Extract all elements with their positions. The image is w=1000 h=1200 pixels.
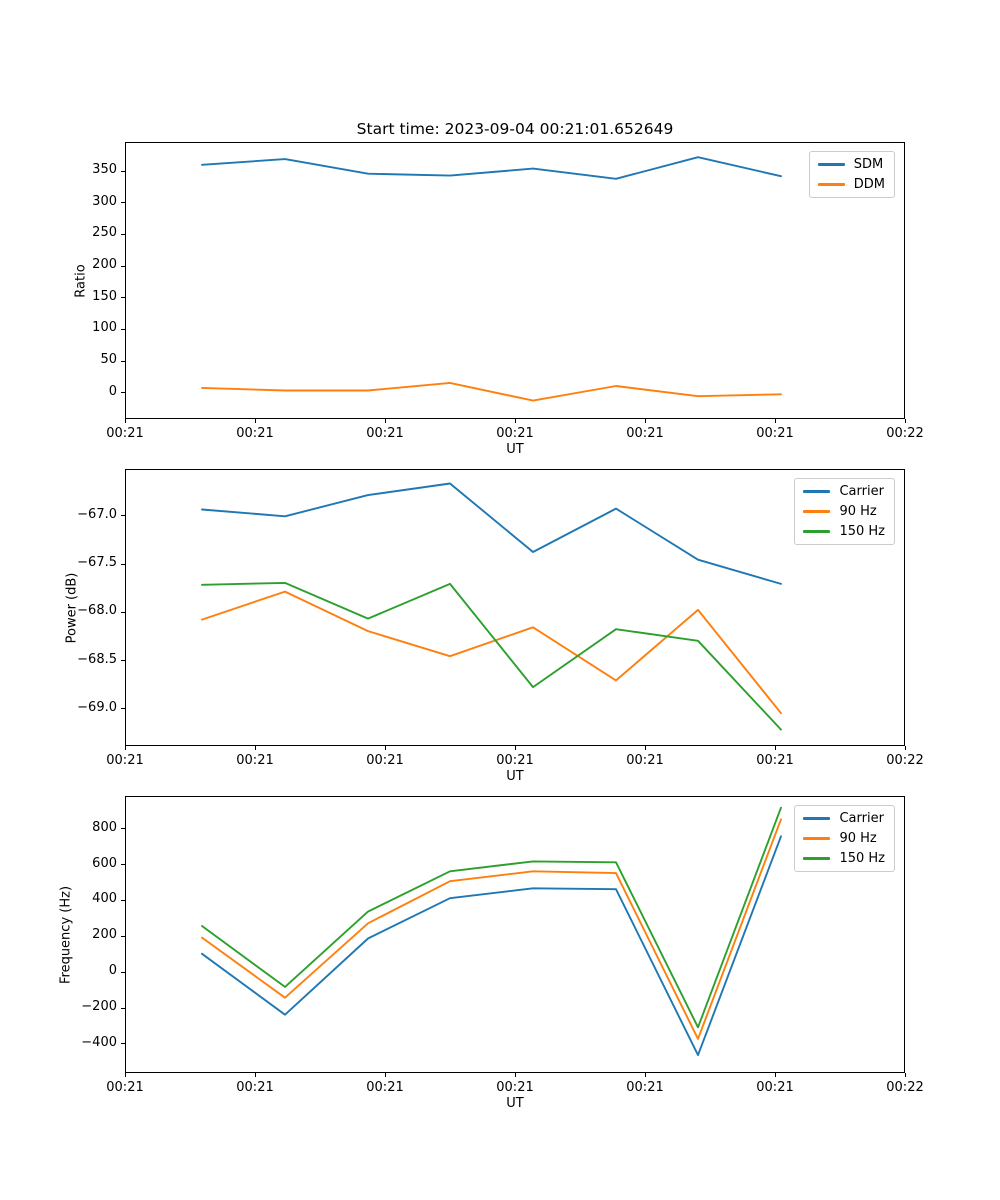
y-tick-label: 0 — [108, 963, 117, 979]
axes-power — [121, 469, 906, 750]
y-tick-label: 800 — [92, 819, 117, 835]
series-line-90-hz — [201, 590, 782, 715]
y-axis-label: Ratio — [73, 263, 89, 298]
y-tick-label: 200 — [92, 927, 117, 943]
x-axis-label: UT — [506, 1096, 524, 1111]
y-tick-label: −69.0 — [77, 699, 117, 715]
legend-label: 150 Hz — [839, 524, 885, 539]
legend-entry: Carrier — [803, 811, 885, 826]
legend-entry: DDM — [817, 177, 885, 192]
y-tick-label: −68.0 — [77, 603, 117, 619]
x-tick-label: 00:21 — [756, 753, 794, 768]
x-tick-label: 00:21 — [496, 426, 534, 441]
series-line-150-hz — [201, 806, 782, 1029]
y-tick-label: −200 — [81, 999, 117, 1015]
150-hz-line-swatch — [803, 857, 831, 860]
y-tick-label: 350 — [92, 162, 117, 178]
axes-frame — [125, 796, 905, 1073]
x-tick-label: 00:21 — [366, 753, 404, 768]
series-line-90-hz — [201, 818, 782, 1040]
legend-entry: SDM — [817, 157, 885, 172]
legend: Carrier 90 Hz 150 Hz — [794, 478, 895, 545]
legend-entry: 90 Hz — [803, 831, 885, 846]
y-tick-label: 400 — [92, 891, 117, 907]
legend-label: SDM — [853, 157, 884, 172]
axes-frequency — [121, 796, 906, 1077]
x-tick-label: 00:21 — [236, 426, 274, 441]
y-tick-label: 50 — [100, 352, 117, 368]
x-axis-label: UT — [506, 442, 524, 457]
series-line-150-hz — [201, 581, 782, 731]
x-tick-label: 00:22 — [886, 753, 924, 768]
legend-entry: 150 Hz — [803, 524, 885, 539]
y-axis-label: Frequency (Hz) — [58, 885, 74, 984]
axes-frame — [125, 469, 905, 746]
y-tick-label: 200 — [92, 257, 117, 273]
x-tick-label: 00:21 — [496, 753, 534, 768]
x-tick-label: 00:21 — [626, 426, 664, 441]
axes-ratio — [121, 142, 906, 423]
legend-label: 90 Hz — [839, 504, 877, 519]
x-tick-label: 00:22 — [886, 426, 924, 441]
x-tick-label: 00:22 — [886, 1080, 924, 1095]
x-axis-label: UT — [506, 769, 524, 784]
legend-label: 90 Hz — [839, 831, 877, 846]
y-tick-label: −67.0 — [77, 506, 117, 522]
figure-title: Start time: 2023-09-04 00:21:01.652649 — [356, 120, 674, 138]
y-tick-label: 150 — [92, 288, 117, 304]
x-tick-label: 00:21 — [106, 753, 144, 768]
ddm-line-swatch — [817, 183, 845, 186]
y-axis-label: Power (dB) — [64, 572, 80, 643]
y-tick-label: −67.5 — [77, 555, 117, 571]
x-tick-label: 00:21 — [106, 426, 144, 441]
series-line-ddm — [201, 381, 782, 402]
series-line-carrier — [201, 482, 782, 585]
legend-label: Carrier — [839, 484, 884, 499]
x-tick-label: 00:21 — [236, 1080, 274, 1095]
sdm-line-swatch — [817, 163, 845, 166]
y-tick-label: 250 — [92, 225, 117, 241]
y-tick-label: 600 — [92, 855, 117, 871]
axes-frame — [125, 142, 905, 419]
y-tick-label: −68.5 — [77, 651, 117, 667]
x-tick-label: 00:21 — [366, 426, 404, 441]
90-hz-line-swatch — [803, 837, 831, 840]
x-tick-label: 00:21 — [756, 1080, 794, 1095]
90-hz-line-swatch — [803, 510, 831, 513]
y-tick-label: 100 — [92, 320, 117, 336]
x-tick-label: 00:21 — [496, 1080, 534, 1095]
x-tick-label: 00:21 — [106, 1080, 144, 1095]
series-line-carrier — [201, 835, 782, 1057]
carrier-line-swatch — [803, 490, 831, 493]
x-tick-label: 00:21 — [366, 1080, 404, 1095]
legend: Carrier 90 Hz 150 Hz — [794, 805, 895, 872]
y-tick-label: 0 — [108, 383, 117, 399]
y-tick-label: −400 — [81, 1034, 117, 1050]
x-tick-label: 00:21 — [756, 426, 794, 441]
legend-entry: 90 Hz — [803, 504, 885, 519]
carrier-line-swatch — [803, 817, 831, 820]
x-tick-label: 00:21 — [626, 753, 664, 768]
legend-label: 150 Hz — [839, 851, 885, 866]
legend-label: DDM — [853, 177, 885, 192]
legend-entry: Carrier — [803, 484, 885, 499]
legend-entry: 150 Hz — [803, 851, 885, 866]
y-tick-label: 300 — [92, 193, 117, 209]
x-tick-label: 00:21 — [626, 1080, 664, 1095]
legend-label: Carrier — [839, 811, 884, 826]
series-line-sdm — [201, 156, 782, 180]
legend: SDM DDM — [808, 151, 895, 198]
150-hz-line-swatch — [803, 530, 831, 533]
x-tick-label: 00:21 — [236, 753, 274, 768]
